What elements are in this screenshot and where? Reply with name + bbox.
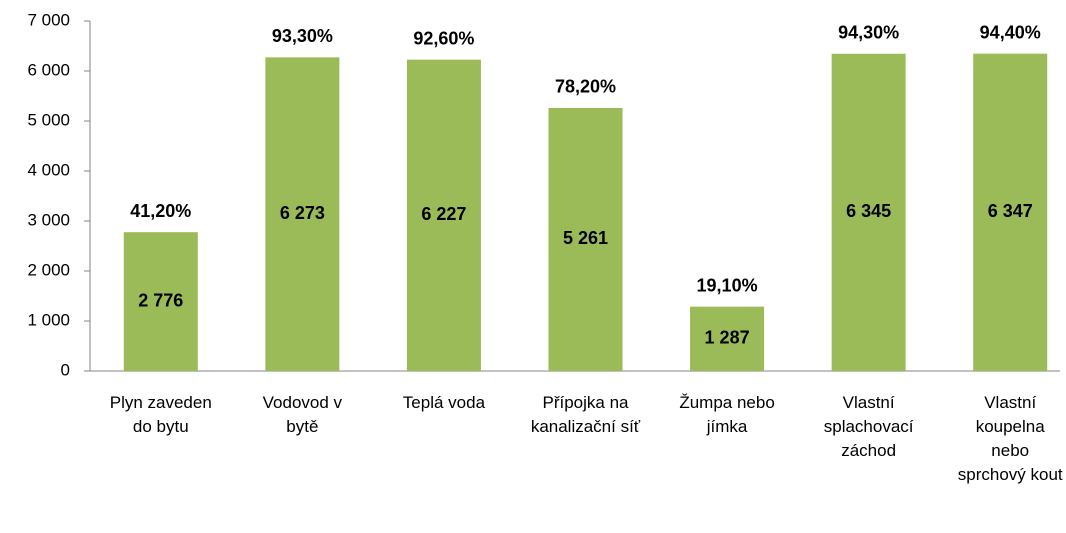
x-tick-label: Teplá voda (402, 393, 486, 412)
y-tick-label: 4 000 (27, 160, 70, 179)
value-label: 6 273 (280, 203, 325, 223)
bar (973, 53, 1048, 372)
y-tick-label: 6 000 (27, 60, 70, 79)
y-tick-label: 0 (61, 360, 70, 379)
percent-label: 94,40% (980, 22, 1041, 42)
y-tick-label: 2 000 (27, 260, 70, 279)
value-label: 1 287 (705, 328, 750, 348)
x-tick-label: Plyn zaveden do bytu (109, 393, 212, 436)
y-tick-label: 3 000 (27, 210, 70, 229)
bar (690, 306, 765, 371)
bar (265, 57, 340, 371)
value-label: 6 345 (846, 201, 891, 221)
value-label: 6 227 (421, 204, 466, 224)
y-tick-label: 5 000 (27, 110, 70, 129)
x-tick-label: Vodovod v bytě (262, 393, 343, 436)
x-tick-label: Vlastní koupelna nebo sprchový kout (957, 393, 1063, 484)
y-tick-label: 1 000 (27, 310, 70, 329)
bar (123, 232, 198, 371)
percent-label: 94,30% (838, 23, 899, 43)
percent-label: 78,20% (555, 77, 616, 97)
percent-label: 92,60% (413, 28, 474, 48)
x-tick-label: Přípojka na kanalizační síť (530, 393, 641, 436)
percent-label: 19,10% (697, 275, 758, 295)
value-label: 6 347 (988, 201, 1033, 221)
x-tick-label: Vlastní splachovací záchod (823, 393, 914, 460)
x-tick-label: Žumpa nebo jímka (679, 393, 775, 436)
bar (548, 107, 623, 371)
bar (831, 53, 906, 371)
bar (406, 59, 481, 372)
value-label: 2 776 (138, 290, 183, 310)
percent-label: 93,30% (272, 26, 333, 46)
value-label: 5 261 (563, 228, 608, 248)
percent-label: 41,20% (130, 201, 191, 221)
y-tick-label: 7 000 (27, 10, 70, 29)
